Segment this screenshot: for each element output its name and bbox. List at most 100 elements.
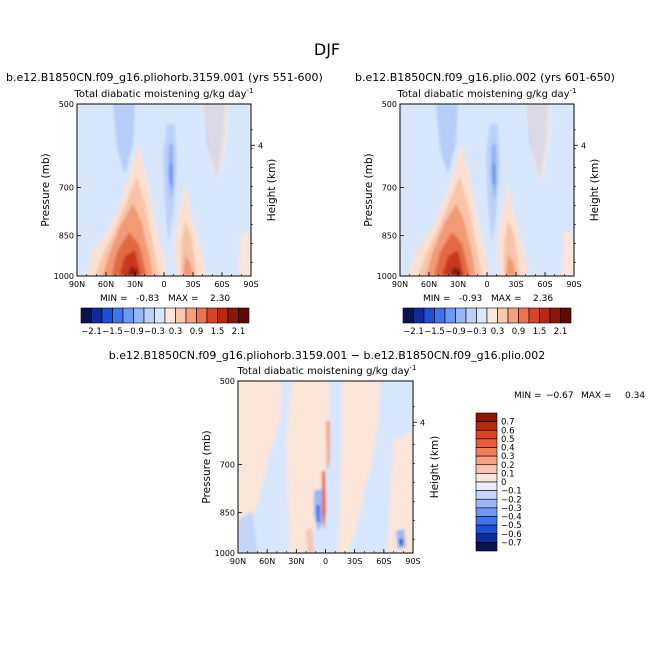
panel-b-xtick-label: 30S bbox=[508, 280, 523, 289]
panel-b-colorbar-box bbox=[465, 307, 477, 324]
panel-a-ylabel: Pressure (mb) bbox=[40, 153, 52, 226]
panel-b-colorbar-box bbox=[507, 307, 519, 324]
panel-c-colorbar-label: −0.1 bbox=[501, 487, 522, 497]
panel-c-ytick-label: 500 bbox=[220, 377, 235, 386]
panel-b-colorbar-box bbox=[423, 307, 435, 324]
panel-c-min-label: MIN = bbox=[514, 391, 542, 401]
panel-c-xtick-label: 60S bbox=[376, 557, 391, 566]
panel-a-min-label: MIN = bbox=[100, 294, 128, 304]
panel-b-xtick-label: 0 bbox=[484, 280, 489, 289]
panel-b-colorbar-box bbox=[434, 307, 446, 324]
panel-a-ytick-label: 500 bbox=[59, 100, 74, 109]
panel-c-colorbar-box bbox=[475, 412, 498, 422]
panel-b-var-title: Total diabatic moistening g/kg day-1 bbox=[397, 87, 577, 100]
panel-c-colorbar-box bbox=[475, 421, 498, 431]
panel-a-colorbar: −2.1 −1.5 −0.9 −0.3 0.3 0.9 1.5 2.1 bbox=[80, 307, 250, 337]
panel-c-colorbar-label: 0 bbox=[501, 478, 506, 488]
panel-a-xtick-label: 30S bbox=[185, 280, 200, 289]
panel-b-xtick-label: 90S bbox=[566, 280, 581, 289]
panel-b-ytick-label: 1000 bbox=[377, 272, 397, 281]
panel-b-ytick-label: 700 bbox=[382, 183, 397, 192]
panel-a-xtick-label: 0 bbox=[161, 280, 166, 289]
panel-c-colorbar-box bbox=[475, 438, 498, 448]
panel-a-y2label: Height (km) bbox=[266, 159, 278, 222]
panel-b-field bbox=[400, 104, 574, 276]
panel-c-colorbar-box bbox=[475, 447, 498, 457]
panel-c-colorbar-box bbox=[475, 498, 498, 509]
panel-c-y2label: Height (km) bbox=[429, 436, 441, 499]
panel-b-ytick-label: 850 bbox=[382, 232, 397, 241]
page-title: DJF bbox=[314, 40, 340, 59]
panel-c-colorbar-label: 0.3 bbox=[501, 452, 515, 462]
panel-c-ytick-label: 1000 bbox=[215, 549, 235, 558]
panel-b-ytick-label: 500 bbox=[382, 100, 397, 109]
panel-a-colorbar-label: 0.3 bbox=[169, 327, 183, 337]
panel-c-colorbar-box bbox=[475, 464, 498, 474]
panel-b-colorbar-label: −2.1 bbox=[403, 327, 424, 337]
panel-a-ytick-label: 700 bbox=[59, 183, 74, 192]
panel-b-xtick-label: 60S bbox=[537, 280, 552, 289]
panel-a-colorbar-box bbox=[164, 307, 176, 324]
panel-a-colorbar-box bbox=[80, 307, 92, 324]
panel-a-colorbar-box bbox=[91, 307, 103, 324]
panel-a-case-title: b.e12.B1850CN.f09_g16.pliohorb.3159.001 … bbox=[6, 71, 323, 84]
panel-c-colorbar-box bbox=[475, 507, 498, 517]
panel-b-colorbar-label: −1.5 bbox=[424, 327, 445, 337]
panel-a-colorbar-box bbox=[185, 307, 197, 324]
panel-c-colorbar-label: −0.5 bbox=[501, 521, 522, 531]
panel-b-colorbar-box bbox=[560, 307, 572, 324]
panel-a-min-value: -0.83 bbox=[136, 294, 159, 304]
panel-c-ytick-label: 850 bbox=[220, 509, 235, 518]
panel-b-colorbar-box bbox=[455, 307, 467, 324]
panel-c-colorbar-label: 0.6 bbox=[501, 426, 515, 436]
panel-a-colorbar-box bbox=[143, 307, 155, 324]
panel-b-colorbar-label: 0.9 bbox=[512, 327, 526, 337]
panel-a-colorbar-box bbox=[196, 307, 208, 324]
panel-b-xtick-label: 30N bbox=[450, 280, 466, 289]
panel-c-xtick-label: 90S bbox=[405, 557, 420, 566]
panel-b-colorbar-box bbox=[518, 307, 530, 324]
panel-c-colorbar-label: −0.7 bbox=[501, 538, 522, 548]
panel-a-colorbar-label: −0.9 bbox=[123, 327, 144, 337]
panel-a-var-title: Total diabatic moistening g/kg day-1 bbox=[74, 87, 254, 100]
panel-c-colorbar-box bbox=[475, 516, 498, 526]
panel-a-ytick-label: 850 bbox=[59, 232, 74, 241]
panel-c-colorbar-box bbox=[475, 481, 498, 491]
panel-a-colorbar-box bbox=[122, 307, 134, 324]
panel-b-colorbar-box bbox=[402, 307, 414, 324]
panel-b-max-label: MAX = bbox=[491, 294, 522, 304]
panel-a-colorbar-box bbox=[112, 307, 124, 324]
panel-c-colorbar-label: −0.2 bbox=[501, 495, 522, 505]
panel-a-colorbar-box bbox=[238, 307, 250, 324]
panel-b-y2label: Height (km) bbox=[589, 159, 601, 222]
panel-a-xtick-label: 30N bbox=[127, 280, 143, 289]
panel-c-var-title: Total diabatic moistening g/kg day-1 bbox=[237, 364, 417, 377]
panel-b-colorbar-box bbox=[497, 307, 509, 324]
panel-c-ylabel: Pressure (mb) bbox=[201, 430, 213, 503]
panel-a-field bbox=[77, 104, 251, 276]
panel-c-case-title: b.e12.B1850CN.f09_g16.pliohorb.3159.001 … bbox=[109, 349, 545, 362]
panel-b-colorbar-label: 2.1 bbox=[554, 327, 568, 337]
panel-b-colorbar-box bbox=[413, 307, 425, 324]
panel-b-y2tick-label: 4 bbox=[581, 141, 586, 150]
panel-c-xtick-label: 30N bbox=[288, 557, 304, 566]
panel-b: b.e12.B1850CN.f09_g16.plio.002 (yrs 601-… bbox=[355, 71, 615, 337]
panel-c-colorbar-box bbox=[475, 473, 498, 483]
panel-b-min-value: -0.93 bbox=[459, 294, 482, 304]
panel-a-y2tick-label: 4 bbox=[258, 141, 263, 150]
panel-c-colorbar-box bbox=[475, 542, 498, 552]
panel-a-max-label: MAX = bbox=[168, 294, 199, 304]
panel-b-max-value: 2.36 bbox=[533, 294, 553, 304]
panel-a-xtick-label: 90S bbox=[243, 280, 258, 289]
panel-a-colorbar-box bbox=[133, 307, 145, 324]
panel-c-colorbar-label: 0.2 bbox=[501, 461, 515, 471]
panel-a-colorbar-label: 1.5 bbox=[211, 327, 225, 337]
panel-c-colorbar-box bbox=[475, 490, 498, 500]
panel-c-y2tick-label: 4 bbox=[420, 418, 425, 427]
panel-c: b.e12.B1850CN.f09_g16.pliohorb.3159.001 … bbox=[109, 349, 646, 566]
panel-c-colorbar-label: 0.4 bbox=[501, 444, 515, 454]
panel-a-colorbar-label: −2.1 bbox=[81, 327, 102, 337]
panel-c-colorbar-box bbox=[475, 533, 498, 543]
panel-a-colorbar-box bbox=[217, 307, 229, 324]
